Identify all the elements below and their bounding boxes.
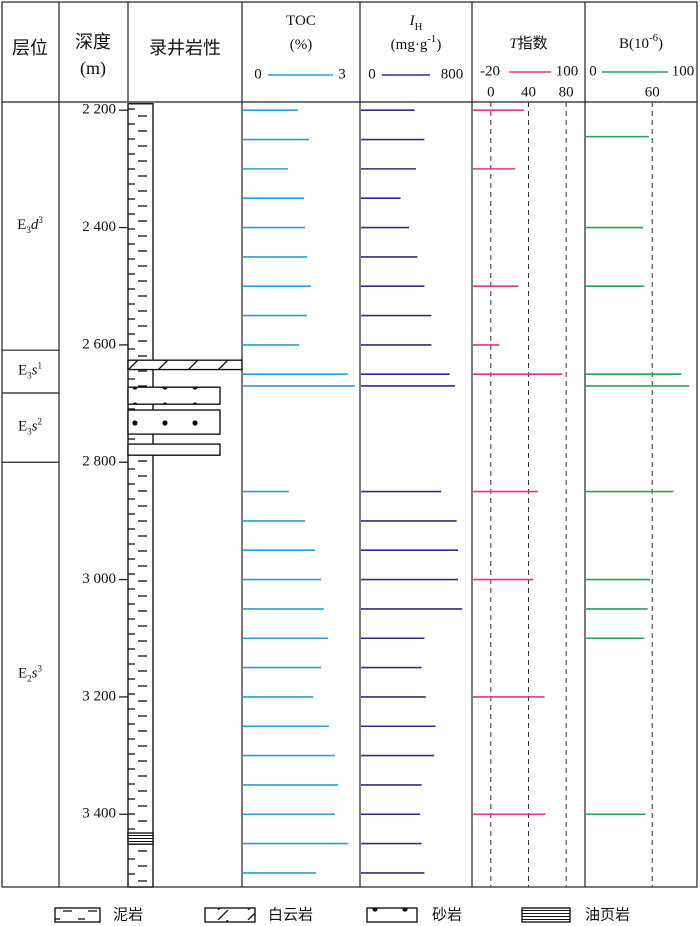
strata-label: E2s3 bbox=[18, 664, 43, 684]
depth-tick-label: 2 800 bbox=[82, 454, 116, 470]
text-part: 3 bbox=[38, 664, 43, 674]
lithology-pattern bbox=[127, 359, 243, 371]
scale-max: 800 bbox=[441, 66, 464, 82]
lithology-pattern bbox=[127, 103, 154, 888]
scale-min: 0 bbox=[254, 66, 262, 82]
track-title: IH bbox=[409, 13, 423, 33]
lithology-pattern bbox=[127, 443, 221, 456]
scale-min: -20 bbox=[480, 63, 500, 79]
track-title: (mg·g-1) bbox=[391, 33, 442, 53]
column-title: 深度 bbox=[75, 32, 111, 52]
track-title: T指数 bbox=[509, 35, 547, 52]
strata-label: E3d3 bbox=[17, 215, 43, 235]
text-part: T bbox=[509, 36, 519, 52]
text-part: I bbox=[409, 13, 416, 29]
text-part: E bbox=[17, 218, 26, 234]
column-unit: (m) bbox=[80, 58, 106, 79]
text-part: E bbox=[18, 666, 27, 682]
text-part: 3 bbox=[26, 225, 31, 235]
scale-max: 100 bbox=[556, 63, 579, 79]
legend-swatch-pattern bbox=[204, 907, 256, 923]
legend-swatch-pattern bbox=[54, 907, 101, 923]
legend-label: 白云岩 bbox=[268, 906, 313, 923]
depth-tick-label: 3 400 bbox=[82, 806, 116, 822]
text-part: -1 bbox=[427, 33, 436, 45]
strata-label: E3s2 bbox=[18, 417, 42, 437]
column-rules bbox=[58, 2, 586, 887]
x-tick-label: 0 bbox=[487, 84, 495, 100]
track-title: B(10-6) bbox=[619, 32, 663, 52]
text-part: s bbox=[32, 419, 38, 435]
x-tick-label: 40 bbox=[521, 84, 536, 100]
x-tick-label: 80 bbox=[559, 84, 574, 100]
text-part: ) bbox=[436, 37, 441, 53]
text-part: 3 bbox=[38, 215, 43, 225]
text-part: E bbox=[18, 363, 27, 379]
legend-label: 砂岩 bbox=[432, 906, 462, 923]
strata-label: E3s1 bbox=[18, 361, 42, 381]
text-part: s bbox=[32, 363, 38, 379]
track-title: TOC bbox=[286, 13, 316, 29]
lithology-pattern bbox=[127, 832, 154, 845]
legend-label: 泥岩 bbox=[113, 906, 143, 923]
depth-tick-label: 3 200 bbox=[82, 688, 116, 704]
scale-max: 100 bbox=[672, 63, 695, 79]
text-part: 指数 bbox=[518, 35, 548, 52]
depth-tick-label: 2 200 bbox=[82, 102, 116, 118]
text-part: (%) bbox=[290, 37, 313, 53]
text-part: d bbox=[31, 218, 39, 234]
depth-tick-label: 2 600 bbox=[82, 336, 116, 352]
scale-max: 3 bbox=[338, 66, 346, 82]
legend-swatch-pattern bbox=[366, 907, 418, 923]
depth-tick-label: 2 400 bbox=[82, 219, 116, 235]
text-part: E bbox=[18, 419, 27, 435]
depth-tick-label: 3 000 bbox=[82, 571, 116, 587]
scale-min: 0 bbox=[589, 63, 597, 79]
text-part: ) bbox=[658, 36, 663, 52]
text-part: H bbox=[415, 21, 423, 33]
text-part: -6 bbox=[649, 32, 659, 44]
x-tick-label: 60 bbox=[645, 84, 660, 100]
track-title: (%) bbox=[290, 37, 313, 53]
text-part: TOC bbox=[286, 13, 316, 29]
legend-label: 油页岩 bbox=[585, 906, 630, 923]
text-part: 2 bbox=[38, 417, 43, 427]
scale-min: 0 bbox=[368, 66, 376, 82]
text-part: 3 bbox=[27, 371, 32, 381]
column-title: 层位 bbox=[12, 38, 48, 58]
legend-swatch-pattern bbox=[521, 907, 571, 923]
text-part: 3 bbox=[27, 427, 32, 437]
text-part: s bbox=[32, 666, 38, 682]
frame bbox=[1, 1, 698, 888]
lithology-pattern bbox=[127, 409, 221, 435]
lithology-pattern bbox=[127, 386, 221, 405]
text-part: 1 bbox=[38, 361, 43, 371]
text-part: B(10 bbox=[619, 36, 649, 52]
text-part: 2 bbox=[27, 674, 32, 684]
text-part: (mg·g bbox=[391, 37, 428, 53]
column-title: 录井岩性 bbox=[149, 38, 221, 58]
